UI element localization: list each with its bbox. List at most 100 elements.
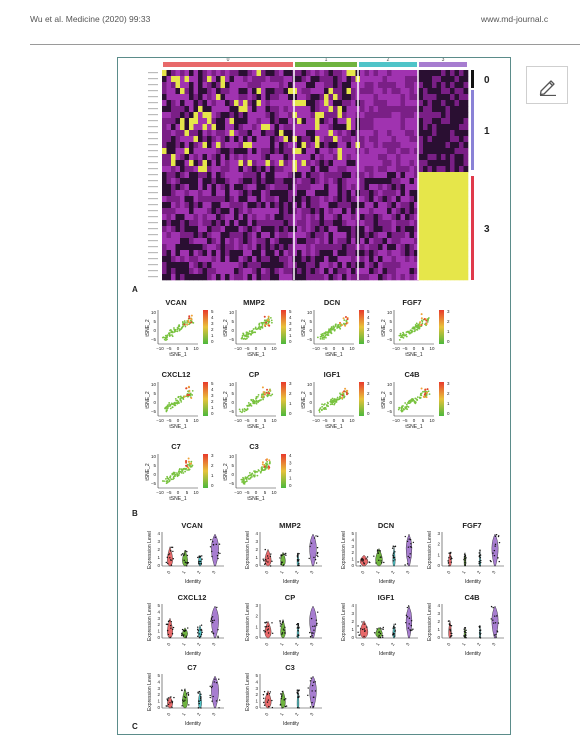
violin-xtick: 0 [166, 711, 172, 716]
violin-shape-1 [182, 549, 188, 567]
violin-ylabel: Expression Level [147, 673, 153, 711]
heatmap-cells [162, 70, 469, 281]
tsne-xtick: −10 [156, 490, 164, 495]
tsne-scale-tick: 2 [289, 391, 292, 396]
violin-ytick: 4 [157, 609, 160, 614]
tsne-scale-tick: 0 [289, 483, 292, 488]
tsne-xlabel: tSNE_1 [325, 352, 342, 358]
tsne-scale-tick: 0 [211, 411, 214, 416]
tsne-xtick: 5 [186, 346, 189, 351]
tsne-scale-tick: 2 [367, 327, 370, 332]
tsne-scale-tick: 1 [289, 333, 292, 338]
tsne-ytick: 10 [229, 382, 235, 387]
tsne-scale-tick: 0 [447, 339, 450, 344]
violin-ytick: 0 [255, 705, 258, 710]
violin-shape-3 [309, 675, 317, 709]
violin-ytick: 3 [255, 603, 258, 608]
tsne-title-fgf7: FGF7 [402, 298, 421, 307]
violin-xtick: 2 [294, 641, 300, 646]
violin-ytick: 3 [157, 616, 160, 621]
violin-shape-3 [211, 533, 219, 567]
violin-xtick: 3 [405, 641, 411, 646]
tsne-scale-tick: 0 [211, 483, 214, 488]
tsne-scale-tick: 0 [211, 339, 214, 344]
tsne-scale-tick: 1 [289, 476, 292, 481]
tsne-scale-tick: 5 [367, 309, 370, 314]
tsne-title-c3: C3 [249, 442, 259, 451]
tsne-ylabel: tSNE_2 [145, 319, 151, 336]
violin-ytick: 3 [351, 611, 354, 616]
violin-xtick: 0 [166, 569, 172, 574]
violin-ytick: 2 [437, 542, 440, 547]
violin-xtick: 3 [309, 641, 315, 646]
tsne-ytick: −5 [307, 409, 313, 414]
violin-title-vcan: VCAN [181, 521, 202, 530]
tsne-colorbar [359, 382, 364, 416]
violin-title-cxcl12: CXCL12 [178, 593, 207, 602]
violin-title-c4b: C4B [464, 593, 480, 602]
tsne-scale-tick: 1 [447, 401, 450, 406]
tsne-ylabel: tSNE_2 [145, 463, 151, 480]
tsne-xtick: −10 [312, 346, 320, 351]
tsne-scale-tick: 0 [367, 411, 370, 416]
violin-xtick: 3 [309, 711, 315, 716]
tsne-ytick: 5 [231, 319, 234, 324]
tsne-scale-tick: 1 [211, 333, 214, 338]
tsne-xtick: 0 [255, 346, 258, 351]
violin-ylabel: Expression Level [147, 531, 153, 569]
cluster-label-2: 2 [387, 58, 390, 63]
violin-ylabel: Expression Level [427, 531, 433, 569]
violin-title-fgf7: FGF7 [462, 521, 481, 530]
tsne-xlabel: tSNE_1 [325, 424, 342, 430]
tsne-xtick: 5 [422, 346, 425, 351]
heatmap-panel: 0 1 2 3 0 1 3 [148, 58, 490, 281]
tsne-xlabel: tSNE_1 [405, 352, 422, 358]
violin-shape-3 [491, 605, 499, 639]
violin-plot-vcan: VCAN 4 3 2 1 0 Expression Level 0 1 2 3 Identity [147, 521, 224, 585]
violin-ytick: 1 [255, 699, 258, 704]
tsne-scale-tick: 4 [211, 387, 214, 392]
violin-title-mmp2: MMP2 [279, 521, 301, 530]
violin-ytick: 0 [255, 563, 258, 568]
cluster-label-1: 1 [325, 58, 328, 63]
violin-plot-cp: CP 3 2 1 0 Expression Level 0 1 2 3 Identity [245, 593, 322, 657]
journal-url[interactable]: www.md-journal.c [481, 14, 549, 24]
tsne-ytick: 0 [389, 400, 392, 405]
tsne-title-dcn: DCN [324, 298, 340, 307]
tsne-xlabel: tSNE_1 [247, 352, 264, 358]
pencil-icon [539, 80, 556, 96]
panel-c-label: C [132, 722, 138, 731]
violin-ytick: 3 [157, 686, 160, 691]
violin-xtick: 3 [309, 569, 315, 574]
tsne-ytick: 0 [389, 328, 392, 333]
tsne-scale-tick: 4 [289, 453, 292, 458]
tsne-xtick: −10 [312, 418, 320, 423]
tsne-scale-tick: 2 [289, 327, 292, 332]
tsne-ytick: 10 [151, 310, 157, 315]
tsne-ytick: 5 [309, 319, 312, 324]
violin-ylabel: Expression Level [341, 531, 347, 569]
violin-ytick: 0 [255, 635, 258, 640]
violin-ytick: 2 [157, 622, 160, 627]
tsne-ytick: 10 [151, 382, 157, 387]
panel-b-label: B [132, 509, 138, 518]
violin-xtick: 0 [360, 569, 366, 574]
tsne-ylabel: tSNE_2 [301, 391, 307, 408]
violin-ylabel: Expression Level [245, 531, 251, 569]
violin-xlabel: Identity [465, 579, 482, 585]
tsne-xtick: −10 [234, 418, 242, 423]
violin-ylabel: Expression Level [245, 673, 251, 711]
tsne-scale-tick: 0 [367, 339, 370, 344]
violin-ytick: 3 [255, 686, 258, 691]
tsne-ytick: −5 [229, 337, 235, 342]
tsne-ytick: 10 [307, 310, 313, 315]
violin-shape-2 [198, 691, 202, 709]
violin-xtick: 1 [461, 569, 467, 574]
edit-button[interactable] [526, 66, 568, 104]
tsne-xtick: 5 [422, 418, 425, 423]
